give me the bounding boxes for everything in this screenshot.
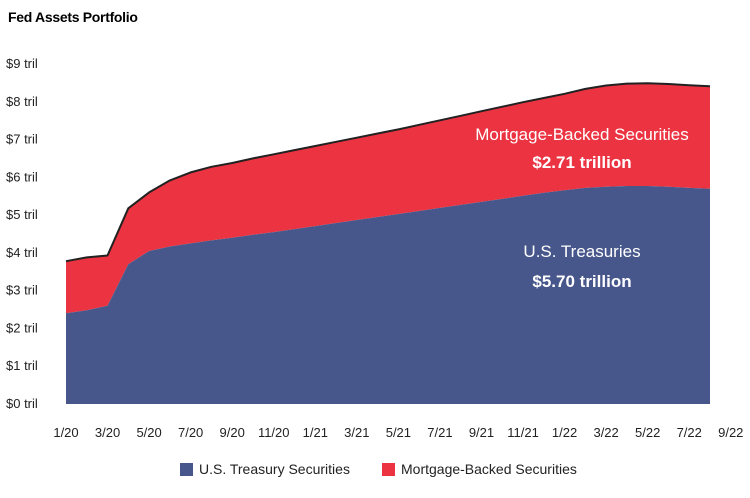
x-tick-label: 3/22 [593,425,618,440]
y-tick-label: $2 tril [6,320,38,335]
x-tick-label: 5/20 [136,425,161,440]
treasuries-value-label: $5.70 trillion [532,272,631,291]
x-tick-label: 1/22 [552,425,577,440]
x-tick-label: 3/20 [95,425,120,440]
x-axis: 1/20 3/20 5/20 7/20 9/20 11/20 1/21 3/21 5/21 7/2… [53,425,743,440]
mbs-series-label: Mortgage-Backed Securities [475,125,689,144]
x-tick-label: 11/20 [258,425,290,440]
y-tick-label: $4 tril [6,245,38,260]
legend-label-mbs: Mortgage-Backed Securities [401,461,577,477]
y-tick-label: $8 tril [6,94,38,109]
y-tick-label: $6 tril [6,169,38,184]
total-assets-line [65,82,711,263]
legend-swatch-mbs [382,463,395,476]
x-tick-label: 5/22 [635,425,660,440]
mbs-value-label: $2.71 trillion [532,153,631,172]
y-tick-label: $5 tril [6,207,38,222]
x-tick-label: 7/20 [178,425,203,440]
x-tick-label: 1/20 [53,425,78,440]
y-tick-label: $3 tril [6,283,38,298]
x-tick-label: 5/21 [386,425,411,440]
y-tick-label: $0 tril [6,396,38,411]
y-tick-label: $7 tril [6,132,38,147]
x-tick-label: 1/21 [303,425,328,440]
y-tick-label: $9 tril [6,56,38,71]
x-tick-label: 3/21 [344,425,369,440]
chart-title: Fed Assets Portfolio [8,9,138,25]
y-axis: $0 tril $1 tril $2 tril $3 tril $4 tril $5 tr… [6,56,38,411]
chart-areas [65,82,711,404]
x-tick-label: 9/21 [469,425,494,440]
mbs-area [66,83,710,314]
legend: U.S. Treasury Securities Mortgage-Backed… [180,461,577,477]
y-tick-label: $1 tril [6,358,38,373]
legend-swatch-treasuries [180,463,193,476]
legend-label-treasuries: U.S. Treasury Securities [199,461,350,477]
x-tick-label: 11/21 [507,425,539,440]
x-tick-label: 9/22 [718,425,743,440]
series-annotations: Mortgage-Backed Securities $2.71 trillio… [475,125,689,291]
treasuries-area [66,186,710,404]
treasuries-series-label: U.S. Treasuries [523,242,640,261]
x-tick-label: 7/22 [677,425,702,440]
x-tick-label: 7/21 [427,425,452,440]
x-tick-label: 9/20 [220,425,245,440]
